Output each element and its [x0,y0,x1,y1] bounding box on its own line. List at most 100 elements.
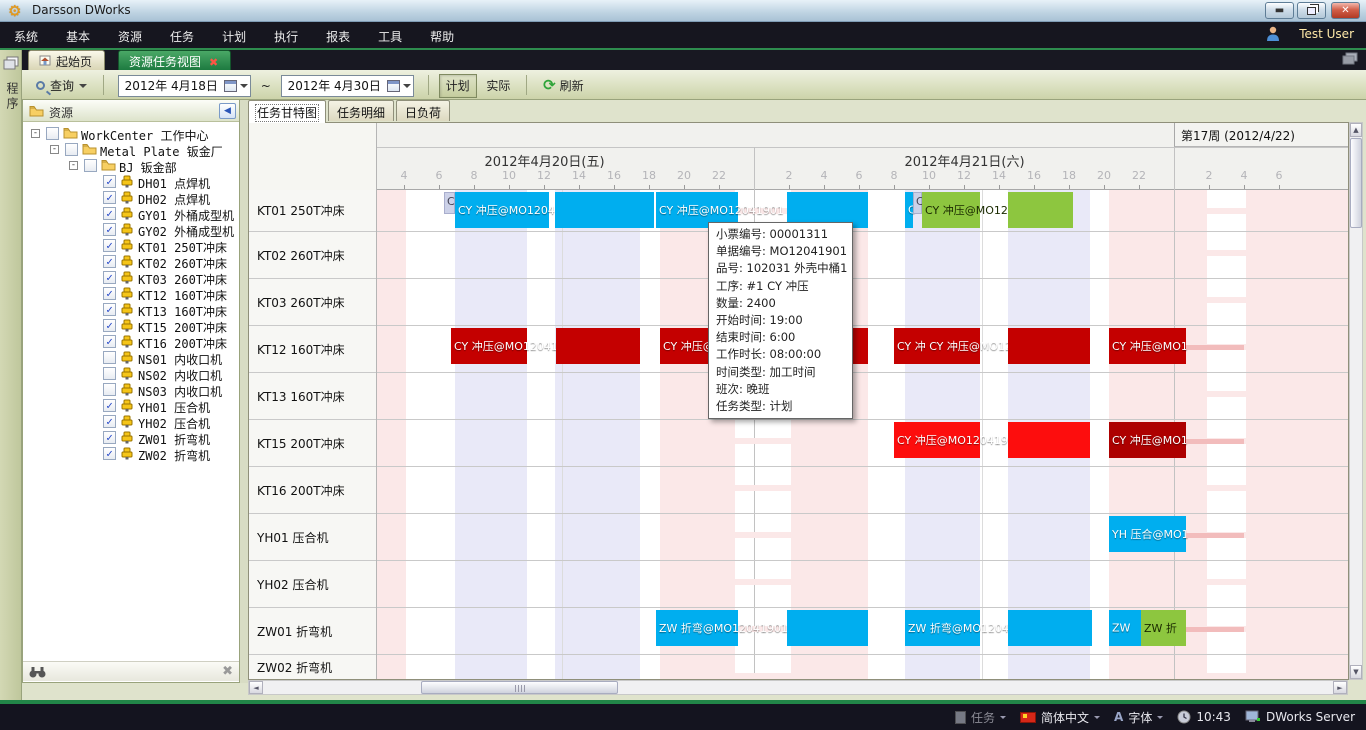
tree-item[interactable]: ✓ DH02 点焊机 [23,190,239,207]
date-to-field[interactable]: 2012年 4月30日 [280,74,414,97]
tree-item[interactable]: ✓ KT16 200T冲床 [23,334,239,351]
scroll-up-icon[interactable]: ▲ [1350,123,1362,137]
tree-checkbox[interactable]: ✓ [103,399,116,412]
tree-checkbox[interactable]: ✓ [103,223,116,236]
gantt-task-bar[interactable]: CY 冲压@MO12041901 [455,192,583,228]
tree-checkbox[interactable]: ✓ [103,303,116,316]
tree-checkbox[interactable] [103,351,116,364]
tree-checkbox[interactable]: ✓ [103,191,116,204]
tab-close-icon[interactable]: ✖ [209,56,219,69]
gantt-task-bar[interactable]: YH 压合@MO1 [1109,516,1189,552]
tree-checkbox[interactable] [84,159,97,172]
tree-item[interactable]: - WorkCenter 工作中心 [23,126,239,143]
menu-item-报表[interactable]: 报表 [326,30,351,44]
horizontal-scroll-thumb[interactable] [421,681,618,694]
tree-checkbox[interactable]: ✓ [103,255,116,268]
tree-checkbox[interactable]: ✓ [103,431,116,444]
scroll-left-icon[interactable]: ◄ [249,681,263,694]
tree-checkbox[interactable]: ✓ [103,175,116,188]
tree-checkbox[interactable] [103,383,116,396]
tree-checkbox[interactable]: ✓ [103,447,116,460]
menu-item-基本[interactable]: 基本 [66,30,91,44]
gantt-task-bar[interactable]: ZW 折弯@MO12041901 [905,610,1037,646]
gantt-task-bar[interactable]: CY 冲压@MO12041903 [894,422,1022,458]
gantt-task-bar[interactable] [1008,328,1090,364]
menu-item-执行[interactable]: 执行 [274,30,299,44]
status-item-clock[interactable]: 10:43 [1170,704,1238,730]
horizontal-scrollbar[interactable]: ◄ ► [248,680,1348,695]
query-button[interactable]: 查询 [30,74,93,98]
tree-item[interactable]: ✓ GY01 外桶成型机 [23,206,239,223]
view-tab-gantt[interactable]: 任务甘特图 [248,100,327,123]
gantt-task-stub[interactable]: C [444,192,455,214]
gantt-task-bar[interactable]: ZW 折 [1141,610,1186,646]
gantt-task-stub[interactable]: C [913,192,924,214]
view-tab-detail[interactable]: 任务明细 [328,100,395,121]
tree-item[interactable]: ✓ KT13 160T冲床 [23,302,239,319]
tree-item[interactable]: - BJ 钣金部 [23,158,239,175]
gantt-task-bar[interactable] [787,610,868,646]
window-list-icon[interactable] [1342,52,1360,66]
tree-checkbox[interactable]: ✓ [103,415,116,428]
vertical-scroll-thumb[interactable] [1350,138,1362,228]
gantt-task-bar[interactable] [1008,422,1090,458]
tree-item[interactable]: ✓ ZW02 折弯机 [23,446,239,463]
gantt-task-bar[interactable]: ZW [1109,610,1141,646]
binoculars-icon[interactable] [29,666,46,678]
tree-item[interactable]: ✓ GY02 外桶成型机 [23,222,239,239]
tree-item[interactable]: ✓ YH01 压合机 [23,398,239,415]
status-item-server[interactable]: DWorks Server [1238,704,1362,730]
minimize-button[interactable]: ▬ [1265,2,1294,19]
close-button[interactable]: ✕ [1331,2,1360,19]
panel-splitter[interactable] [240,100,248,683]
status-item-font[interactable]: A 字体 [1107,704,1170,730]
tree-checkbox[interactable]: ✓ [103,319,116,332]
gantt-task-bar[interactable] [556,328,640,364]
tree-checkbox[interactable]: ✓ [103,239,116,252]
tree-item[interactable]: - Metal Plate 钣金厂 [23,142,239,159]
actual-toggle-button[interactable]: 实际 [480,74,516,98]
status-item-flag[interactable]: 简体中文 [1013,704,1107,730]
tree-checkbox[interactable] [103,367,116,380]
gantt-task-bar[interactable]: ZW 折弯@MO12041901 [656,610,788,646]
tree-checkbox[interactable]: ✓ [103,287,116,300]
vertical-scrollbar[interactable]: ▲ ▼ [1349,122,1363,680]
gantt-task-bar[interactable]: C [905,192,916,228]
gantt-task-bar[interactable]: CY 冲 CY 冲压@MO12041904 [894,328,1054,364]
tree-item[interactable]: ✓ YH02 压合机 [23,414,239,431]
tree-item[interactable]: ✓ DH01 点焊机 [23,174,239,191]
tab-resource-task-view[interactable]: 资源任务视图 ✖ [118,50,232,70]
tree-expander-icon[interactable]: - [69,160,78,170]
tree-item[interactable]: ✓ KT12 160T冲床 [23,286,239,303]
menu-item-工具[interactable]: 工具 [378,30,403,44]
clear-filter-icon[interactable]: ✖ [222,664,233,679]
plan-toggle-button[interactable]: 计划 [438,73,477,98]
date-from-field[interactable]: 2012年 4月18日 [117,74,251,97]
collapse-panel-button[interactable]: ◀ [219,103,236,119]
restore-button[interactable] [1297,2,1326,19]
tab-home[interactable]: 起始页 [28,50,106,70]
tree-item[interactable]: ✓ ZW01 折弯机 [23,430,239,447]
scroll-down-icon[interactable]: ▼ [1350,665,1362,679]
tree-expander-icon[interactable]: - [31,128,40,138]
scroll-right-icon[interactable]: ► [1333,681,1347,694]
tree-item[interactable]: NS01 内收口机 [23,350,239,367]
gantt-task-bar[interactable] [555,192,654,228]
tree-item[interactable]: ✓ KT01 250T冲床 [23,238,239,255]
tree-item[interactable]: ✓ KT02 260T冲床 [23,254,239,271]
tree-item[interactable]: ✓ KT03 260T冲床 [23,270,239,287]
tree-checkbox[interactable]: ✓ [103,271,116,284]
status-item-clipboard[interactable]: 任务 [948,704,1013,730]
tree-item[interactable]: NS03 内收口机 [23,382,239,399]
tree-expander-icon[interactable]: - [50,144,59,154]
refresh-button[interactable]: ⟳ 刷新 [537,73,590,97]
logged-in-user[interactable]: Test User [1299,27,1354,41]
program-panel-strip[interactable]: 程序 [0,50,22,700]
menu-item-任务[interactable]: 任务 [170,30,195,44]
menu-item-帮助[interactable]: 帮助 [430,30,455,44]
menu-item-资源[interactable]: 资源 [118,30,143,44]
gantt-task-bar[interactable]: CY 冲压@MO1 [1109,422,1188,458]
gantt-task-bar[interactable]: CY 冲压@MO12041902 [922,192,1050,228]
gantt-task-bar[interactable]: CY 冲压@MO12041904 [451,328,579,364]
menu-item-计划[interactable]: 计划 [222,30,247,44]
